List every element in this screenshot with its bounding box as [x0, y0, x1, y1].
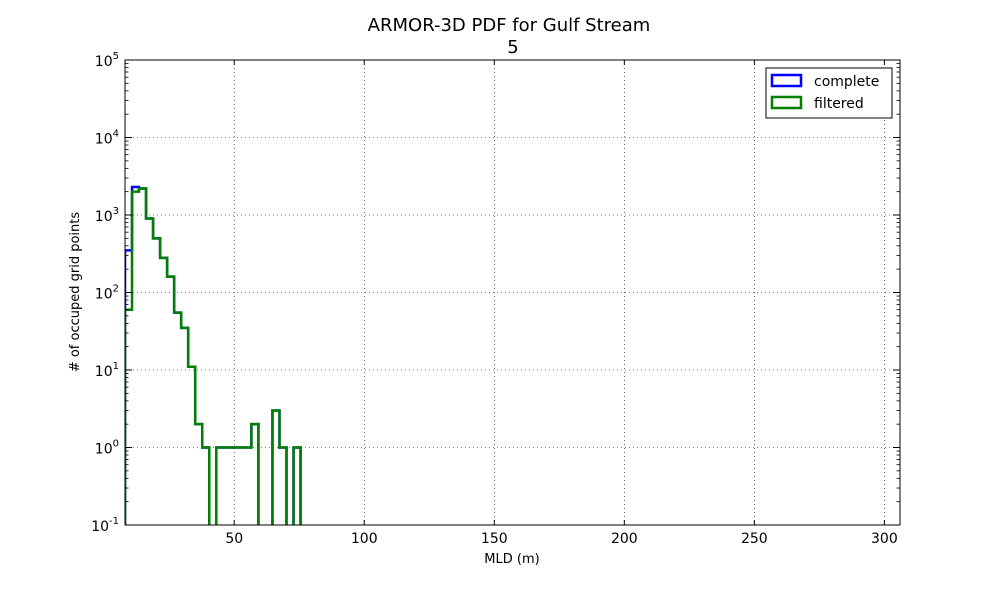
legend-label-complete: complete — [814, 74, 879, 90]
y-tick-label: 103 — [95, 206, 119, 225]
chart-title-line2: 5 — [507, 37, 518, 58]
y-tick-label: 105 — [95, 51, 119, 70]
x-tick-label: 200 — [611, 531, 638, 547]
y-tick-label: 10-1 — [91, 516, 119, 535]
x-tick-label: 250 — [741, 531, 768, 547]
legend-label-filtered: filtered — [814, 96, 864, 112]
x-tick-label: 150 — [481, 531, 508, 547]
data-series — [125, 185, 302, 525]
x-axis-label: MLD (m) — [484, 552, 539, 567]
grid-lines — [125, 60, 900, 525]
plot-frame — [124, 59, 901, 526]
y-tick-label: 104 — [95, 129, 119, 148]
x-tick-label: 100 — [351, 531, 378, 547]
legend-box — [765, 67, 893, 119]
legend-swatch-filtered — [770, 95, 803, 110]
x-tick-label: 300 — [871, 531, 898, 547]
axis-ticks: 50 100 150 200 250 300 10-1 100 101 102 103 104 105 — [91, 51, 900, 547]
legend-swatch-complete — [770, 73, 803, 88]
x-tick-label: 50 — [225, 531, 243, 547]
legend: complete filtered — [765, 67, 893, 119]
y-axis-label: # of occuped grid points — [68, 212, 83, 373]
y-tick-label: 102 — [95, 284, 119, 303]
chart-title-line1: ARMOR-3D PDF for Gulf Stream — [368, 15, 651, 36]
y-tick-label: 101 — [95, 361, 119, 380]
y-tick-label: 100 — [95, 439, 119, 458]
series-line-filtered — [125, 187, 302, 525]
